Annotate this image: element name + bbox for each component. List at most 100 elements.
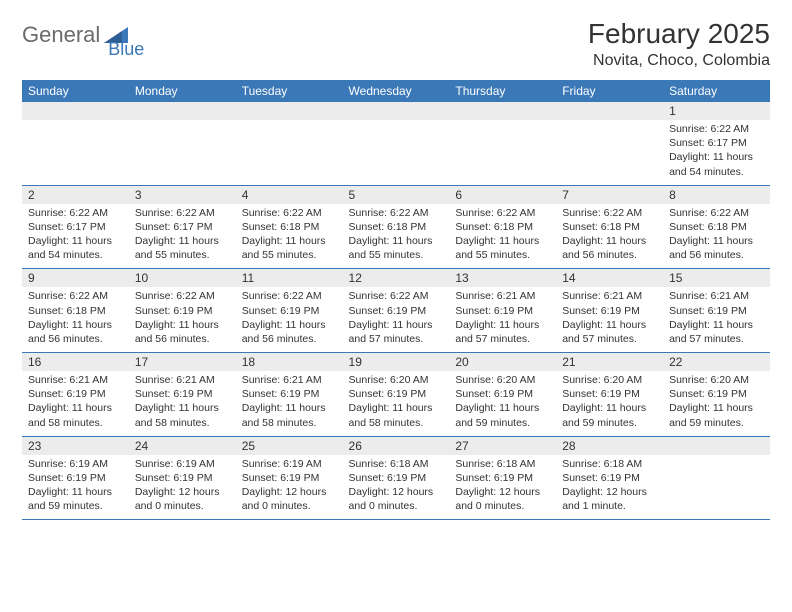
day-number: 1 (663, 102, 770, 120)
week-row: 1Sunrise: 6:22 AMSunset: 6:17 PMDaylight… (22, 102, 770, 185)
day-cell: 9Sunrise: 6:22 AMSunset: 6:18 PMDaylight… (22, 269, 129, 353)
sunset-line: Sunset: 6:19 PM (135, 387, 230, 401)
day-header-cell: Tuesday (236, 80, 343, 102)
sunrise-line: Sunrise: 6:20 AM (455, 373, 550, 387)
day-number: 25 (236, 437, 343, 455)
day-number: 7 (556, 186, 663, 204)
daylight-line: Daylight: 11 hours and 56 minutes. (242, 318, 337, 346)
sunrise-line: Sunrise: 6:18 AM (562, 457, 657, 471)
sunset-line: Sunset: 6:18 PM (349, 220, 444, 234)
day-body (449, 120, 556, 178)
day-number (449, 102, 556, 120)
day-number (556, 102, 663, 120)
sunset-line: Sunset: 6:18 PM (562, 220, 657, 234)
day-header-cell: Friday (556, 80, 663, 102)
week-row: 2Sunrise: 6:22 AMSunset: 6:17 PMDaylight… (22, 185, 770, 269)
daylight-line: Daylight: 11 hours and 58 minutes. (349, 401, 444, 429)
sunrise-line: Sunrise: 6:21 AM (562, 289, 657, 303)
day-body: Sunrise: 6:19 AMSunset: 6:19 PMDaylight:… (129, 455, 236, 520)
day-header-cell: Sunday (22, 80, 129, 102)
day-cell: 26Sunrise: 6:18 AMSunset: 6:19 PMDayligh… (343, 436, 450, 520)
day-body: Sunrise: 6:22 AMSunset: 6:19 PMDaylight:… (343, 287, 450, 352)
daylight-line: Daylight: 11 hours and 56 minutes. (669, 234, 764, 262)
day-cell: 25Sunrise: 6:19 AMSunset: 6:19 PMDayligh… (236, 436, 343, 520)
sunrise-line: Sunrise: 6:19 AM (28, 457, 123, 471)
sunrise-line: Sunrise: 6:22 AM (669, 206, 764, 220)
day-cell: 7Sunrise: 6:22 AMSunset: 6:18 PMDaylight… (556, 185, 663, 269)
day-number: 23 (22, 437, 129, 455)
sunset-line: Sunset: 6:17 PM (135, 220, 230, 234)
daylight-line: Daylight: 12 hours and 0 minutes. (349, 485, 444, 513)
day-cell: 16Sunrise: 6:21 AMSunset: 6:19 PMDayligh… (22, 353, 129, 437)
day-cell: 2Sunrise: 6:22 AMSunset: 6:17 PMDaylight… (22, 185, 129, 269)
day-number: 24 (129, 437, 236, 455)
sunset-line: Sunset: 6:19 PM (28, 471, 123, 485)
sunrise-line: Sunrise: 6:20 AM (562, 373, 657, 387)
day-number: 12 (343, 269, 450, 287)
day-body: Sunrise: 6:19 AMSunset: 6:19 PMDaylight:… (236, 455, 343, 520)
daylight-line: Daylight: 11 hours and 57 minutes. (455, 318, 550, 346)
daylight-line: Daylight: 11 hours and 55 minutes. (349, 234, 444, 262)
sunset-line: Sunset: 6:18 PM (28, 304, 123, 318)
daylight-line: Daylight: 11 hours and 57 minutes. (349, 318, 444, 346)
sunset-line: Sunset: 6:19 PM (455, 471, 550, 485)
sunrise-line: Sunrise: 6:22 AM (28, 206, 123, 220)
day-header-cell: Thursday (449, 80, 556, 102)
day-cell (129, 102, 236, 185)
sunset-line: Sunset: 6:19 PM (28, 387, 123, 401)
sunset-line: Sunset: 6:19 PM (562, 387, 657, 401)
day-body (343, 120, 450, 178)
sunrise-line: Sunrise: 6:22 AM (669, 122, 764, 136)
day-header-cell: Saturday (663, 80, 770, 102)
week-row: 23Sunrise: 6:19 AMSunset: 6:19 PMDayligh… (22, 436, 770, 520)
day-cell: 22Sunrise: 6:20 AMSunset: 6:19 PMDayligh… (663, 353, 770, 437)
day-body: Sunrise: 6:22 AMSunset: 6:17 PMDaylight:… (129, 204, 236, 269)
sunrise-line: Sunrise: 6:22 AM (349, 206, 444, 220)
day-number: 26 (343, 437, 450, 455)
day-number: 2 (22, 186, 129, 204)
sunset-line: Sunset: 6:18 PM (669, 220, 764, 234)
day-header-row: SundayMondayTuesdayWednesdayThursdayFrid… (22, 80, 770, 102)
day-body: Sunrise: 6:18 AMSunset: 6:19 PMDaylight:… (343, 455, 450, 520)
day-body: Sunrise: 6:21 AMSunset: 6:19 PMDaylight:… (236, 371, 343, 436)
day-cell: 3Sunrise: 6:22 AMSunset: 6:17 PMDaylight… (129, 185, 236, 269)
title-block: February 2025 Novita, Choco, Colombia (588, 18, 770, 70)
sunrise-line: Sunrise: 6:20 AM (349, 373, 444, 387)
day-number: 11 (236, 269, 343, 287)
daylight-line: Daylight: 11 hours and 58 minutes. (28, 401, 123, 429)
sunrise-line: Sunrise: 6:21 AM (455, 289, 550, 303)
day-cell: 15Sunrise: 6:21 AMSunset: 6:19 PMDayligh… (663, 269, 770, 353)
calendar-table: SundayMondayTuesdayWednesdayThursdayFrid… (22, 80, 770, 520)
day-cell (236, 102, 343, 185)
day-cell (449, 102, 556, 185)
day-cell (343, 102, 450, 185)
day-body: Sunrise: 6:22 AMSunset: 6:18 PMDaylight:… (556, 204, 663, 269)
day-number: 3 (129, 186, 236, 204)
day-body: Sunrise: 6:20 AMSunset: 6:19 PMDaylight:… (449, 371, 556, 436)
week-row: 9Sunrise: 6:22 AMSunset: 6:18 PMDaylight… (22, 269, 770, 353)
daylight-line: Daylight: 11 hours and 54 minutes. (669, 150, 764, 178)
day-body: Sunrise: 6:18 AMSunset: 6:19 PMDaylight:… (556, 455, 663, 520)
week-row: 16Sunrise: 6:21 AMSunset: 6:19 PMDayligh… (22, 353, 770, 437)
logo-text-general: General (22, 22, 100, 48)
day-number: 15 (663, 269, 770, 287)
day-number: 28 (556, 437, 663, 455)
day-cell (556, 102, 663, 185)
day-cell: 1Sunrise: 6:22 AMSunset: 6:17 PMDaylight… (663, 102, 770, 185)
day-body: Sunrise: 6:22 AMSunset: 6:18 PMDaylight:… (343, 204, 450, 269)
sunrise-line: Sunrise: 6:20 AM (669, 373, 764, 387)
month-title: February 2025 (588, 18, 770, 50)
day-body: Sunrise: 6:22 AMSunset: 6:18 PMDaylight:… (22, 287, 129, 352)
sunrise-line: Sunrise: 6:21 AM (135, 373, 230, 387)
day-cell: 13Sunrise: 6:21 AMSunset: 6:19 PMDayligh… (449, 269, 556, 353)
day-body: Sunrise: 6:19 AMSunset: 6:19 PMDaylight:… (22, 455, 129, 520)
day-number: 5 (343, 186, 450, 204)
sunset-line: Sunset: 6:17 PM (28, 220, 123, 234)
sunrise-line: Sunrise: 6:22 AM (28, 289, 123, 303)
sunset-line: Sunset: 6:19 PM (562, 304, 657, 318)
day-body: Sunrise: 6:22 AMSunset: 6:19 PMDaylight:… (129, 287, 236, 352)
daylight-line: Daylight: 11 hours and 58 minutes. (135, 401, 230, 429)
daylight-line: Daylight: 11 hours and 56 minutes. (28, 318, 123, 346)
day-body: Sunrise: 6:20 AMSunset: 6:19 PMDaylight:… (663, 371, 770, 436)
sunrise-line: Sunrise: 6:22 AM (135, 206, 230, 220)
